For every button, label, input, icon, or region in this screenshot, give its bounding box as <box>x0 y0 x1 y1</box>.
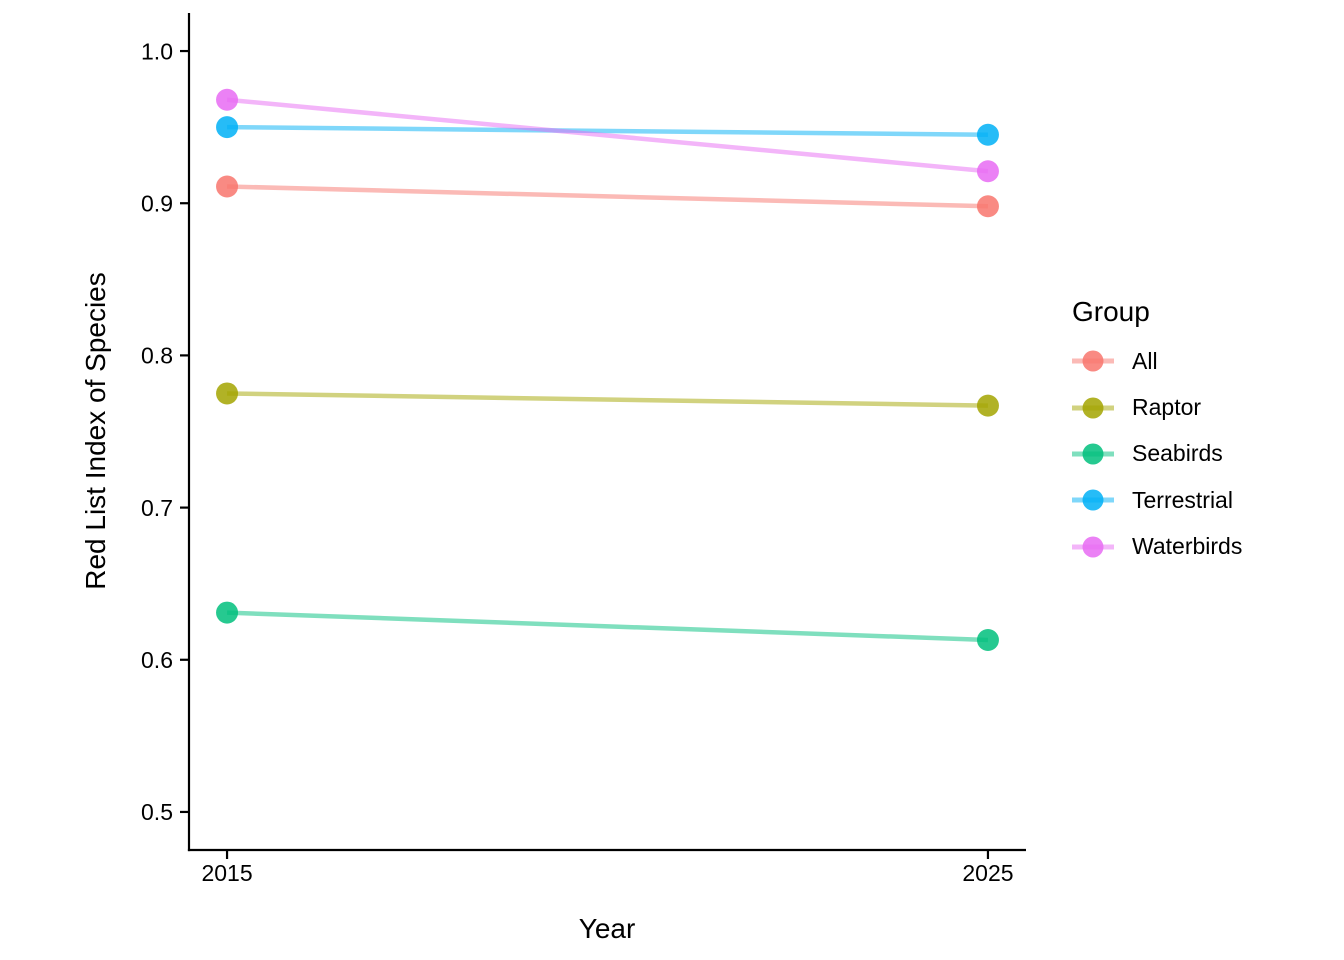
legend-key <box>1072 487 1114 513</box>
series-line-waterbirds <box>226 97 989 174</box>
legend-key <box>1072 534 1114 560</box>
series-line-terrestrial <box>227 124 988 137</box>
legend-entry: Waterbirds <box>1072 523 1242 569</box>
legend-entry-label: Raptor <box>1132 394 1202 421</box>
y-tick-label: 1.0 <box>141 38 173 64</box>
data-point-raptor-2015 <box>216 382 239 405</box>
legend-key-point-icon <box>1082 397 1104 419</box>
data-point-waterbirds-2025 <box>976 160 999 183</box>
y-tick-label: 0.8 <box>141 343 173 369</box>
legend-entry-label: Waterbirds <box>1132 533 1243 560</box>
legend-entry: All <box>1072 338 1242 384</box>
data-point-seabirds-2025 <box>976 628 999 651</box>
data-point-all-2025 <box>976 195 999 218</box>
data-point-raptor-2025 <box>976 394 999 417</box>
legend-key <box>1072 395 1114 421</box>
y-tick-label: 0.5 <box>141 799 173 825</box>
legend-key <box>1072 441 1114 467</box>
series-line-seabirds <box>226 610 989 643</box>
series-line-all <box>226 184 989 209</box>
legend-entry-label: All <box>1132 347 1158 374</box>
y-axis-title: Red List Index of Species <box>80 272 111 590</box>
legend-entries: All Raptor Seabirds Terrestrial <box>1072 338 1242 569</box>
x-tick-label: 2025 <box>962 860 1013 886</box>
y-tick-label: 0.6 <box>141 647 173 673</box>
legend-key <box>1072 348 1114 374</box>
data-point-seabirds-2015 <box>216 601 239 624</box>
legend-title: Group <box>1072 296 1150 327</box>
legend-entry-label: Seabirds <box>1132 440 1223 467</box>
data-point-all-2015 <box>216 175 239 198</box>
x-axis-title: Year <box>578 913 636 944</box>
data-point-waterbirds-2015 <box>216 88 239 111</box>
legend-entry: Raptor <box>1072 384 1242 430</box>
legend-key-point-icon <box>1082 489 1104 511</box>
legend-key-point-icon <box>1082 536 1104 558</box>
legend-entry-label: Terrestrial <box>1132 486 1233 513</box>
legend-key-point-icon <box>1082 443 1104 465</box>
legend: Group All Raptor Seabirds <box>1072 296 1242 570</box>
series-line-raptor <box>227 391 988 408</box>
legend-entry: Terrestrial <box>1072 477 1242 523</box>
legend-entry: Seabirds <box>1072 431 1242 477</box>
data-point-terrestrial-2025 <box>976 123 999 146</box>
y-tick-label: 0.9 <box>141 191 173 217</box>
legend-key-point-icon <box>1082 350 1104 372</box>
data-point-terrestrial-2015 <box>216 116 239 139</box>
y-tick-label: 0.7 <box>141 495 173 521</box>
x-tick-label: 2015 <box>201 860 252 886</box>
